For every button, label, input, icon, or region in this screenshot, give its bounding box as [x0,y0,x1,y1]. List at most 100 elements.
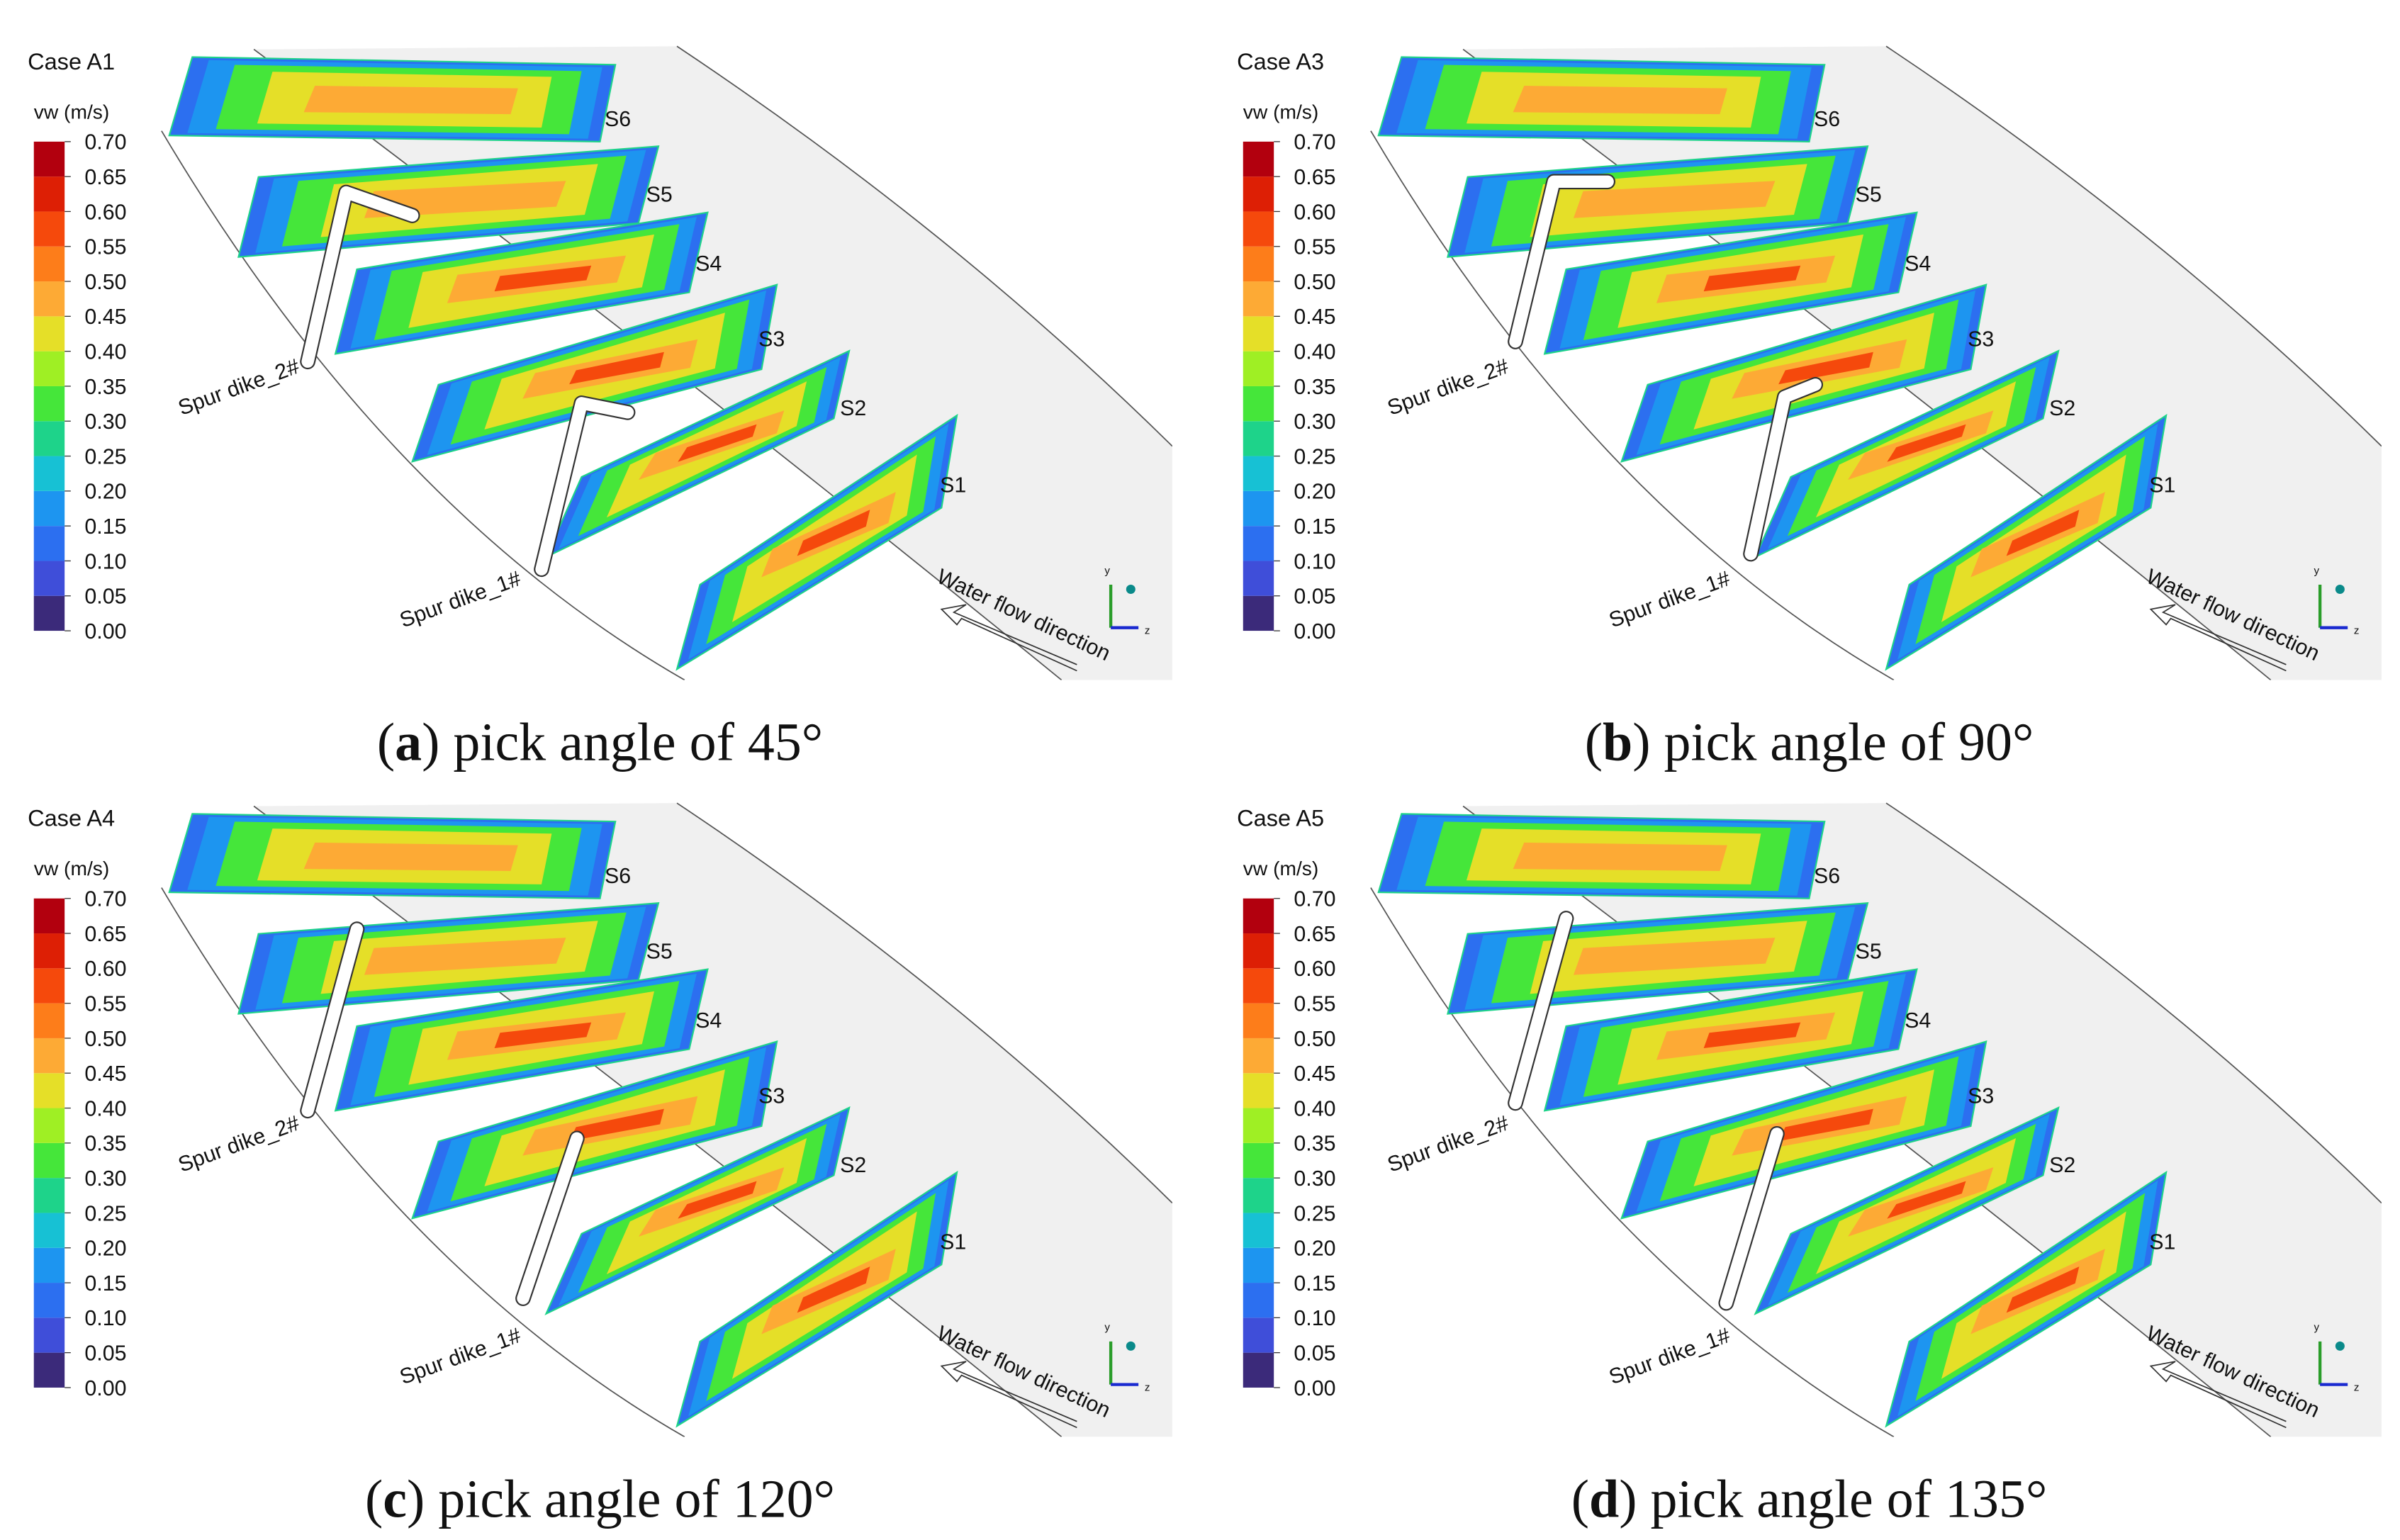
legend-swatch [1243,1247,1274,1283]
spur-dike [301,923,364,1117]
legend-swatch [1243,421,1274,456]
section-label: S4 [695,1008,722,1033]
axis-label: z [2354,624,2360,636]
legend-label: 0.35 [84,1132,126,1156]
section-label: S2 [2049,396,2075,420]
legend-swatch [1243,1352,1274,1388]
legend-swatch [33,351,65,386]
caption-part: ( [365,1469,383,1529]
legend-label: 0.25 [1294,444,1335,468]
contour [1573,181,1776,218]
river-line [1885,45,2382,447]
legend-swatch [1243,211,1274,247]
scene [1370,802,2382,1437]
caption-part: d [1589,1469,1619,1529]
legend-swatch [33,1213,65,1248]
contour [797,510,870,556]
flow-arrow [940,604,1077,672]
legend-label: 0.00 [84,1376,126,1400]
legend-swatch [33,898,65,934]
contour [364,938,566,975]
legend-label: 0.10 [84,1306,126,1330]
axis-label: z [1145,1381,1150,1393]
legend-label: 0.05 [84,585,126,609]
legend-swatch [1243,1178,1274,1213]
contour [303,86,518,115]
contour [1778,352,1873,385]
axis-label: y [1104,565,1110,577]
legend-title: vw (m/s) [1243,857,1319,879]
spur-dike [301,186,419,368]
scene [161,802,1172,1437]
case-label: Case A1 [28,49,115,74]
legend-swatch [33,490,65,527]
legend-label: 0.30 [1294,1167,1335,1191]
dike-label: Spur dike_2# [1384,1111,1512,1176]
section-label: S1 [940,473,966,498]
river-line [676,45,1172,447]
legend-label: 0.00 [1294,619,1335,643]
legend-label: 0.65 [1294,922,1335,946]
section-label: S6 [1814,864,1840,888]
case-label: Case A3 [1237,49,1324,74]
legend-label: 0.50 [1294,1027,1335,1051]
axis-label: y [2314,1322,2319,1334]
legend-label: 0.05 [84,1342,126,1366]
section-label: S2 [2049,1153,2075,1177]
dike-label: Spur dike_2# [1384,354,1512,420]
legend-swatch [33,1108,65,1143]
legend-swatch [33,176,65,212]
legend-label: 0.45 [1294,1062,1335,1086]
section-label: S1 [940,1230,966,1254]
legend-swatch [1243,1317,1274,1353]
case-label: Case A5 [1237,806,1324,831]
legend-swatch [1243,561,1274,596]
legend-swatch [1243,316,1274,352]
legend-swatch [1243,351,1274,386]
legend-label: 0.10 [1294,549,1335,573]
caption-part: ( [377,712,395,772]
section-label: S2 [840,396,866,420]
legend-label: 0.00 [84,619,126,643]
caption: (b) pick angle of 90° [1585,712,2034,772]
legend-title: vw (m/s) [34,100,110,123]
spur-dike [1509,912,1573,1110]
contour [797,1266,870,1313]
contour [2006,510,2080,556]
legend-swatch [1243,1038,1274,1074]
legend-label: 0.10 [1294,1306,1335,1330]
axis-x [1126,584,1135,594]
axis-label: z [2354,1381,2360,1393]
case-label: Case A4 [28,806,115,831]
legend-swatch [1243,490,1274,527]
legend-swatch [33,968,65,1004]
contour [569,352,664,385]
contour [1887,1181,1966,1219]
legend-swatch [1243,176,1274,212]
legend-label: 0.60 [1294,200,1335,224]
legend-swatch [33,595,65,631]
legend-swatch [33,933,65,969]
legend-swatch [1243,595,1274,631]
section-label: S5 [646,182,673,206]
caption-part: ) pick angle of 90° [1632,712,2034,772]
legend-label: 0.55 [84,991,126,1016]
caption-part: b [1603,712,1632,772]
legend-label: 0.45 [84,305,126,329]
river-line [1370,887,1895,1437]
legend-swatch [33,316,65,352]
flow-arrow [2149,604,2287,672]
flow-arrow [940,1361,1077,1429]
legend-swatch [33,386,65,422]
caption-part: ( [1571,1469,1589,1529]
caption-part: c [383,1469,407,1529]
dike-label: Spur dike_1# [1605,1323,1733,1389]
dike-label: Spur dike_2# [175,354,303,420]
legend-label: 0.60 [84,957,126,981]
legend-label: 0.20 [84,1237,126,1261]
legend-swatch [33,1247,65,1283]
caption-part: ) pick angle of 120° [407,1469,835,1529]
section-label: S6 [1814,107,1840,131]
